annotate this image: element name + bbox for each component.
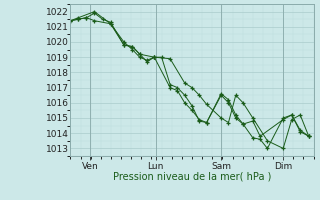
X-axis label: Pression niveau de la mer( hPa ): Pression niveau de la mer( hPa ) [113,172,271,182]
